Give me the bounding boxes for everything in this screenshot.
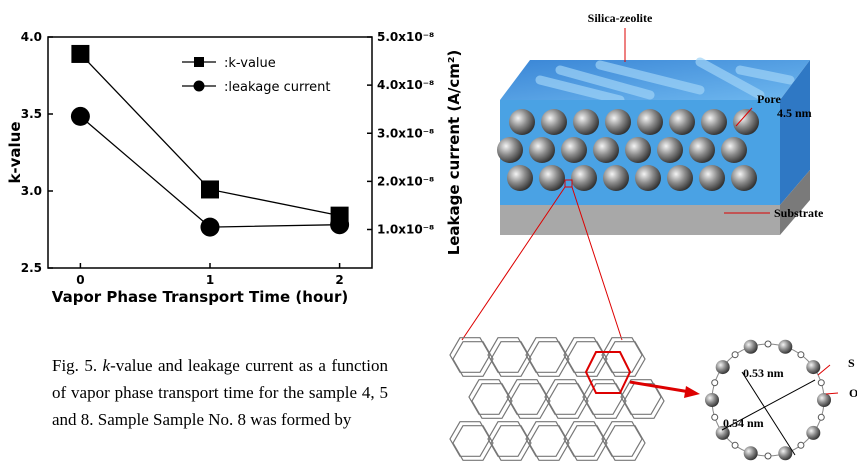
pore: [733, 109, 759, 135]
pore: [699, 165, 725, 191]
marker: [201, 180, 219, 198]
pore: [539, 165, 565, 191]
x-axis-label: Vapor Phase Transport Time (hour): [52, 288, 348, 306]
pore: [497, 137, 523, 163]
y-tick-label: 2.5: [21, 261, 42, 275]
x-tick-label: 2: [335, 273, 343, 287]
marker: [330, 215, 349, 234]
caption: Fig. 5. k-value and leakage current as a…: [52, 352, 388, 433]
y2-tick-label: 4.0x10⁻⁸: [377, 78, 434, 92]
label: 4.5 nm: [777, 106, 812, 120]
y-tick-label: 3.0: [21, 184, 42, 198]
legend-label: :k-value: [224, 56, 276, 71]
label: 0.54 nm: [723, 416, 764, 430]
pore: [541, 109, 567, 135]
y2-tick-label: 5.0x10⁻⁸: [377, 30, 434, 44]
y2-tick-label: 2.0x10⁻⁸: [377, 174, 434, 188]
o-atom: [712, 380, 718, 386]
si-atom: [817, 393, 831, 407]
si-atom: [716, 360, 730, 374]
label: 0.53 nm: [743, 366, 784, 380]
legend-label: :leakage current: [224, 80, 331, 95]
si-atom: [806, 426, 820, 440]
pore: [571, 165, 597, 191]
o-atom: [712, 414, 718, 420]
o-atom: [732, 442, 738, 448]
pore: [731, 165, 757, 191]
label: Substrate: [774, 206, 824, 220]
substrate-front: [500, 205, 780, 235]
y-tick-label: 3.5: [21, 107, 42, 121]
o-atom: [732, 352, 738, 358]
page: 2.5 3.0 3.5 4.0 1.0x10⁻⁸ 2.0x10⁻⁸ 3.0x10⁻⁸ 4.0x…: [0, 0, 857, 465]
x-tick-label: 1: [206, 273, 214, 287]
si-atom: [778, 340, 792, 354]
o-atom: [798, 352, 804, 358]
y2-tick-label: 1.0x10⁻⁸: [377, 223, 434, 237]
si-atom: [744, 446, 758, 460]
caption-text: k: [103, 356, 111, 375]
legend-marker: [194, 81, 205, 92]
pore: [561, 137, 587, 163]
y-axis-label: k-value: [6, 121, 24, 183]
o-atom: [765, 453, 771, 459]
marker: [201, 218, 220, 237]
legend-marker: [194, 57, 204, 67]
marker: [71, 45, 89, 63]
y-tick-label: 4.0: [21, 30, 42, 44]
diagram: Silica-zeolite Pore 4.5 nm Substrate 0.5…: [450, 11, 857, 460]
pore: [625, 137, 651, 163]
pore: [721, 137, 747, 163]
pore: [593, 137, 619, 163]
si-atom: [744, 340, 758, 354]
arrowhead: [684, 386, 700, 398]
y2-axis-label: Leakage current (A/cm²): [445, 50, 463, 256]
pore: [635, 165, 661, 191]
o-atom: [818, 380, 824, 386]
pore: [657, 137, 683, 163]
pore: [637, 109, 663, 135]
pore: [701, 109, 727, 135]
pore: [669, 109, 695, 135]
pore: [507, 165, 533, 191]
label: O: [849, 386, 857, 400]
chart: 2.5 3.0 3.5 4.0 1.0x10⁻⁸ 2.0x10⁻⁸ 3.0x10⁻⁸ 4.0x…: [6, 30, 463, 306]
pore: [689, 137, 715, 163]
pore: [573, 109, 599, 135]
series-line: [80, 116, 339, 227]
si-atom: [806, 360, 820, 374]
pore: [509, 109, 535, 135]
x-tick-label: 0: [76, 273, 84, 287]
o-atom: [818, 414, 824, 420]
label: Pore: [757, 92, 781, 106]
label: Silica-zeolite: [588, 11, 653, 25]
si-atom: [705, 393, 719, 407]
o-atom: [765, 341, 771, 347]
pore: [603, 165, 629, 191]
ring-atoms: [705, 340, 831, 461]
label: S: [848, 356, 855, 370]
marker: [71, 107, 90, 126]
caption-text: Fig. 5.: [52, 356, 103, 375]
ring: [712, 344, 824, 456]
pore: [667, 165, 693, 191]
arrow: [630, 382, 690, 392]
pore: [529, 137, 555, 163]
pore: [605, 109, 631, 135]
y2-tick-label: 3.0x10⁻⁸: [377, 126, 434, 140]
zeolite-lattice: [450, 338, 664, 461]
o-atom: [798, 442, 804, 448]
